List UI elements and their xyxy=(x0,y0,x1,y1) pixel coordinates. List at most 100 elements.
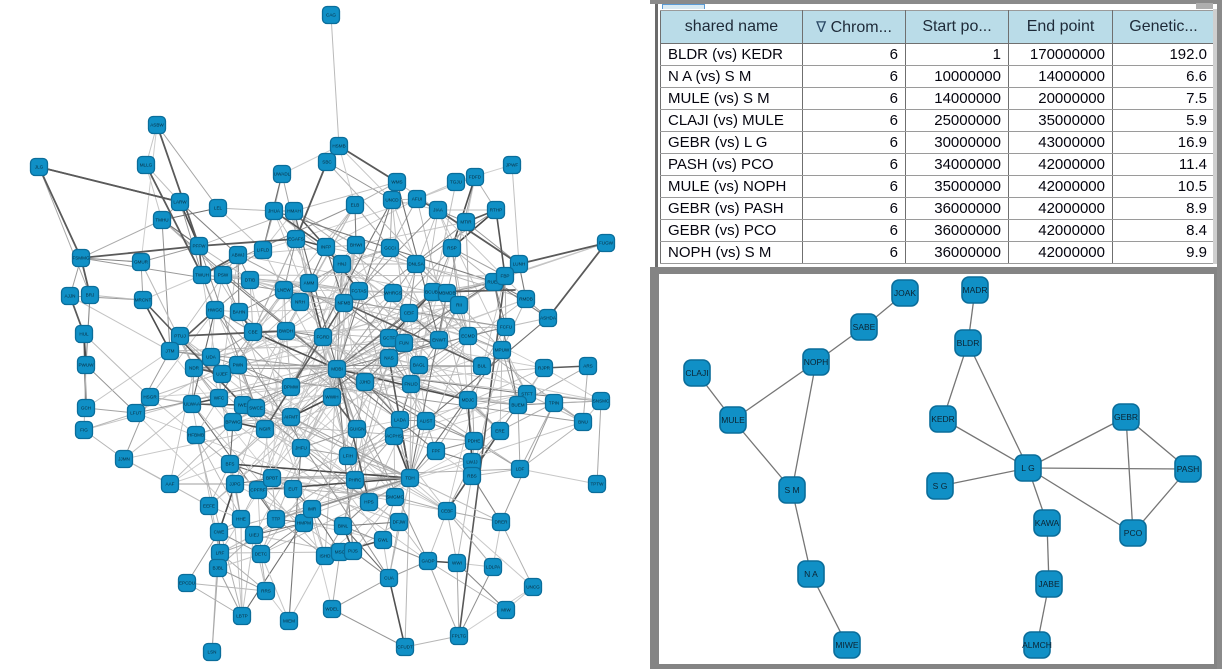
svg-text:BJBL: BJBL xyxy=(213,566,224,571)
svg-text:AIFMT: AIFMT xyxy=(284,415,298,420)
svg-text:HNJ: HNJ xyxy=(338,262,347,267)
svg-text:EGAFS: EGAFS xyxy=(288,237,304,242)
svg-text:ASHDA: ASHDA xyxy=(540,316,557,321)
svg-text:PSW: PSW xyxy=(218,273,229,278)
svg-text:SABE: SABE xyxy=(853,322,876,332)
svg-text:BAHN: BAHN xyxy=(233,310,246,315)
svg-text:BRJ: BRJ xyxy=(86,293,95,298)
svg-text:NDR: NDR xyxy=(189,366,200,371)
svg-text:SBC: SBC xyxy=(322,160,332,165)
svg-text:LADA: LADA xyxy=(394,418,407,423)
svg-text:FDFD: FDFD xyxy=(469,175,482,180)
svg-text:HFBMB: HFBMB xyxy=(188,433,204,438)
svg-text:ALIST: ALIST xyxy=(420,419,433,424)
svg-text:UIEJ: UIEJ xyxy=(249,533,259,538)
svg-text:WMS: WMS xyxy=(391,180,402,185)
svg-text:INFP: INFP xyxy=(321,245,331,250)
svg-text:MIW: MIW xyxy=(501,608,511,613)
svg-text:N A: N A xyxy=(804,569,818,579)
svg-text:UNCG: UNCG xyxy=(526,585,540,590)
svg-text:KAWA: KAWA xyxy=(1035,518,1060,528)
svg-text:MADR: MADR xyxy=(962,285,987,295)
svg-text:BHWI: BHWI xyxy=(350,243,362,248)
svg-text:GCTF: GCTF xyxy=(383,336,396,341)
svg-text:RSP: RSP xyxy=(447,246,456,251)
svg-text:NFMB: NFMB xyxy=(337,301,350,306)
svg-text:LBTP: LBTP xyxy=(236,614,248,619)
svg-text:RUEG: RUEG xyxy=(487,280,501,285)
svg-text:WFC: WFC xyxy=(214,396,225,401)
svg-text:MTIR: MTIR xyxy=(460,220,472,225)
svg-text:PWUW: PWUW xyxy=(78,363,94,368)
svg-text:JLG: JLG xyxy=(35,165,44,170)
svg-text:DRER: DRER xyxy=(494,520,508,525)
svg-text:HUL: HUL xyxy=(79,332,89,337)
svg-text:WHRGS: WHRGS xyxy=(384,291,402,296)
svg-text:MIWE: MIWE xyxy=(835,640,858,650)
svg-text:CAG: CAG xyxy=(326,13,336,18)
svg-text:AFUI: AFUI xyxy=(412,197,422,202)
svg-text:TPTW: TPTW xyxy=(590,482,604,487)
svg-text:ECMD: ECMD xyxy=(461,334,475,339)
svg-text:HHE: HHE xyxy=(236,517,246,522)
svg-text:FPLTG: FPLTG xyxy=(452,634,467,639)
svg-text:MLLG: MLLG xyxy=(140,163,153,168)
svg-text:CBE: CBE xyxy=(248,330,257,335)
svg-text:BUL: BUL xyxy=(478,364,487,369)
svg-text:SMGMC: SMGMC xyxy=(386,495,404,500)
svg-text:HMAH: HMAH xyxy=(287,209,301,214)
svg-text:RTHP: RTHP xyxy=(490,208,502,213)
svg-text:RII: RII xyxy=(456,303,462,308)
svg-text:WWI: WWI xyxy=(452,561,462,566)
svg-text:HWGC: HWGC xyxy=(208,308,223,313)
svg-text:MRCNT: MRCNT xyxy=(135,298,152,303)
svg-text:DNLSA: DNLSA xyxy=(408,262,424,267)
svg-text:AJJN: AJJN xyxy=(65,294,76,299)
svg-text:LIFLD: LIFLD xyxy=(257,248,270,253)
svg-text:DTIB: DTIB xyxy=(245,278,255,283)
svg-text:AMM: AMM xyxy=(304,281,315,286)
svg-text:LRF: LRF xyxy=(216,551,225,556)
svg-text:S G: S G xyxy=(933,481,948,491)
svg-text:FPF: FPF xyxy=(432,449,441,454)
svg-text:HSGR: HSGR xyxy=(143,395,157,400)
svg-text:MPUW: MPUW xyxy=(495,348,510,353)
svg-text:JJPG: JJPG xyxy=(229,482,241,487)
svg-text:FGTAS: FGTAS xyxy=(352,289,367,294)
svg-text:GCH: GCH xyxy=(81,406,91,411)
svg-text:TDH: TDH xyxy=(405,476,414,481)
svg-text:LUNH: LUNH xyxy=(513,262,526,267)
svg-text:LDF: LDF xyxy=(516,467,525,472)
svg-text:UDA: UDA xyxy=(206,355,217,360)
svg-text:JOAK: JOAK xyxy=(894,288,917,298)
svg-text:WWIH: WWIH xyxy=(325,395,338,400)
svg-text:JHFU: JHFU xyxy=(295,446,307,451)
svg-text:WDEL: WDEL xyxy=(325,607,339,612)
svg-text:BINL: BINL xyxy=(338,524,349,529)
svg-text:JJMN: JJMN xyxy=(118,457,130,462)
svg-text:LNEW: LNEW xyxy=(277,288,291,293)
svg-text:HSMB: HSMB xyxy=(332,144,345,149)
svg-text:RMDB: RMDB xyxy=(519,297,533,302)
svg-text:EUT: EUT xyxy=(288,487,297,492)
svg-text:CLAJI: CLAJI xyxy=(685,368,708,378)
svg-text:ACPHS: ACPHS xyxy=(386,434,402,439)
svg-text:PFFW: PFFW xyxy=(192,244,206,249)
svg-text:PIJS: PIJS xyxy=(348,549,358,554)
svg-text:SNSMC: SNSMC xyxy=(593,399,610,404)
svg-text:ENWT: ENWT xyxy=(432,338,446,343)
svg-text:HPS: HPS xyxy=(364,500,373,505)
svg-text:NRH: NRH xyxy=(295,300,305,305)
svg-text:FSMMG: FSMMG xyxy=(72,256,90,261)
svg-text:FUGW: FUGW xyxy=(599,241,614,246)
svg-text:PTUJ: PTUJ xyxy=(174,334,185,339)
svg-text:JPWF: JPWF xyxy=(506,163,519,168)
svg-text:EEFE: EEFE xyxy=(203,504,215,509)
svg-text:MIEM: MIEM xyxy=(283,619,295,624)
svg-text:ISHD: ISHD xyxy=(320,554,332,559)
svg-text:LEL: LEL xyxy=(214,206,223,211)
svg-text:LFIH: LFIH xyxy=(343,454,353,459)
svg-text:TGJU: TGJU xyxy=(450,180,462,185)
svg-text:HMPM: HMPM xyxy=(297,521,311,526)
svg-text:L G: L G xyxy=(1021,463,1034,473)
